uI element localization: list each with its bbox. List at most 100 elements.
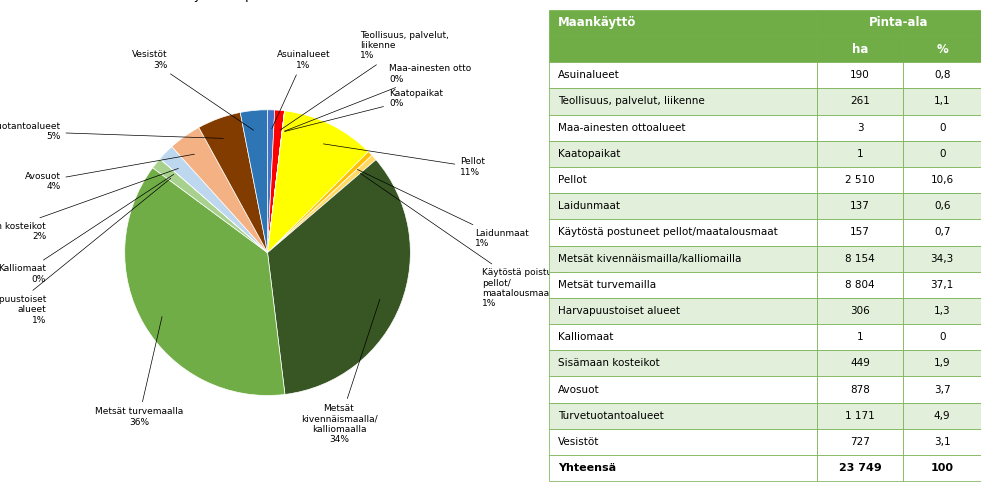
Bar — [817, 403, 904, 429]
Bar — [817, 167, 904, 193]
Text: 727: 727 — [851, 437, 870, 447]
Text: Turvetuotantoalueet
5%: Turvetuotantoalueet 5% — [0, 122, 224, 141]
Bar — [904, 141, 981, 167]
Text: ha: ha — [852, 43, 868, 55]
Bar — [549, 403, 817, 429]
Text: Metsät turvemaalla
36%: Metsät turvemaalla 36% — [95, 317, 183, 427]
Text: 3,1: 3,1 — [934, 437, 951, 447]
Text: Harvapuustoiset alueet: Harvapuustoiset alueet — [558, 306, 680, 316]
Text: Maa-ainesten ottoalueet: Maa-ainesten ottoalueet — [558, 123, 686, 133]
Bar — [817, 62, 904, 88]
Bar — [904, 298, 981, 324]
Text: 0,8: 0,8 — [934, 70, 951, 81]
Text: 0,6: 0,6 — [934, 201, 951, 211]
Text: Kalliomaat
0%: Kalliomaat 0% — [0, 174, 174, 284]
Bar — [817, 272, 904, 298]
Bar — [904, 455, 981, 481]
Text: Turvetuotantoalueet: Turvetuotantoalueet — [558, 410, 664, 421]
Wedge shape — [268, 160, 410, 394]
Bar — [904, 403, 981, 429]
Text: Teollisuus, palvelut, liikenne: Teollisuus, palvelut, liikenne — [558, 96, 704, 107]
Text: Vesistöt
3%: Vesistöt 3% — [131, 50, 253, 130]
Bar — [904, 167, 981, 193]
Text: 10,6: 10,6 — [931, 175, 954, 185]
Text: Sisämaan kosteikot: Sisämaan kosteikot — [558, 358, 659, 368]
Text: Pinta-ala: Pinta-ala — [869, 16, 929, 29]
Text: 4,9: 4,9 — [934, 410, 951, 421]
Bar — [817, 350, 904, 377]
Text: Käytöstä postuneet pellot/maatalousmaat: Käytöstä postuneet pellot/maatalousmaat — [558, 227, 778, 238]
Bar — [549, 141, 817, 167]
Text: 878: 878 — [851, 384, 870, 395]
Bar — [904, 193, 981, 219]
Bar — [549, 272, 817, 298]
Bar — [904, 350, 981, 377]
Bar — [904, 246, 981, 272]
Text: 0: 0 — [939, 149, 946, 159]
Text: 3,7: 3,7 — [934, 384, 951, 395]
Title: Maankäyttö Luupuveden valuma-alueella: Maankäyttö Luupuveden valuma-alueella — [145, 0, 404, 1]
Text: Kalliomaat: Kalliomaat — [558, 332, 613, 342]
Text: Avosuot: Avosuot — [558, 384, 599, 395]
Text: 0: 0 — [939, 123, 946, 133]
Text: Teollisuus, palvelut,
liikenne
1%: Teollisuus, palvelut, liikenne 1% — [281, 30, 449, 130]
Bar — [904, 377, 981, 403]
Bar — [549, 193, 817, 219]
Bar — [549, 377, 817, 403]
Bar — [549, 167, 817, 193]
Bar — [817, 377, 904, 403]
Text: 1: 1 — [856, 332, 863, 342]
Wedge shape — [268, 111, 369, 253]
Text: Maa-ainesten otto
0%: Maa-ainesten otto 0% — [284, 64, 471, 131]
Text: 23 749: 23 749 — [839, 463, 882, 473]
Text: Pellot
11%: Pellot 11% — [324, 144, 486, 177]
Wedge shape — [268, 110, 284, 253]
Wedge shape — [268, 152, 372, 253]
Wedge shape — [268, 111, 284, 253]
Wedge shape — [153, 159, 268, 253]
Text: 1,3: 1,3 — [934, 306, 951, 316]
Text: %: % — [936, 43, 948, 55]
Text: Kaatopaikat
0%: Kaatopaikat 0% — [284, 89, 443, 132]
Text: Laidunmaat
1%: Laidunmaat 1% — [357, 169, 529, 248]
Wedge shape — [160, 159, 268, 253]
Bar — [817, 219, 904, 246]
Text: 8 804: 8 804 — [846, 280, 875, 290]
Wedge shape — [268, 110, 275, 253]
Bar — [817, 298, 904, 324]
Bar — [817, 10, 981, 36]
Bar — [904, 324, 981, 350]
Text: 37,1: 37,1 — [931, 280, 954, 290]
Text: Yhteensä: Yhteensä — [558, 463, 616, 473]
Bar — [817, 141, 904, 167]
Text: Metsät kivennäismailla/kalliomailla: Metsät kivennäismailla/kalliomailla — [558, 253, 742, 264]
Text: Käytöstä poistuneet
pellot/
maatalousmaat
1%: Käytöstä poistuneet pellot/ maatalousmaa… — [360, 173, 573, 308]
Text: 190: 190 — [851, 70, 870, 81]
Text: Laidunmaat: Laidunmaat — [558, 201, 620, 211]
Text: Avosuot
4%: Avosuot 4% — [25, 154, 194, 191]
Bar — [817, 88, 904, 114]
Bar — [549, 246, 817, 272]
Bar — [549, 36, 817, 62]
Bar — [817, 36, 904, 62]
Text: Harvapuustoiset
alueet
1%: Harvapuustoiset alueet 1% — [0, 178, 171, 325]
Text: Kaatopaikat: Kaatopaikat — [558, 149, 620, 159]
Text: 100: 100 — [931, 463, 954, 473]
Bar — [817, 193, 904, 219]
Bar — [549, 324, 817, 350]
Text: 137: 137 — [851, 201, 870, 211]
Text: Asuinalueet
1%: Asuinalueet 1% — [272, 50, 330, 129]
Text: Pellot: Pellot — [558, 175, 587, 185]
Wedge shape — [160, 147, 268, 253]
Text: Sisämaan kosteikot
2%: Sisämaan kosteikot 2% — [0, 168, 179, 241]
Wedge shape — [125, 168, 284, 395]
Text: 1: 1 — [856, 149, 863, 159]
Text: 0: 0 — [939, 332, 946, 342]
Text: Asuinalueet: Asuinalueet — [558, 70, 620, 81]
Bar — [904, 62, 981, 88]
Text: 2 510: 2 510 — [846, 175, 875, 185]
Text: 261: 261 — [851, 96, 870, 107]
Bar — [904, 429, 981, 455]
Bar — [904, 272, 981, 298]
Text: 1,1: 1,1 — [934, 96, 951, 107]
